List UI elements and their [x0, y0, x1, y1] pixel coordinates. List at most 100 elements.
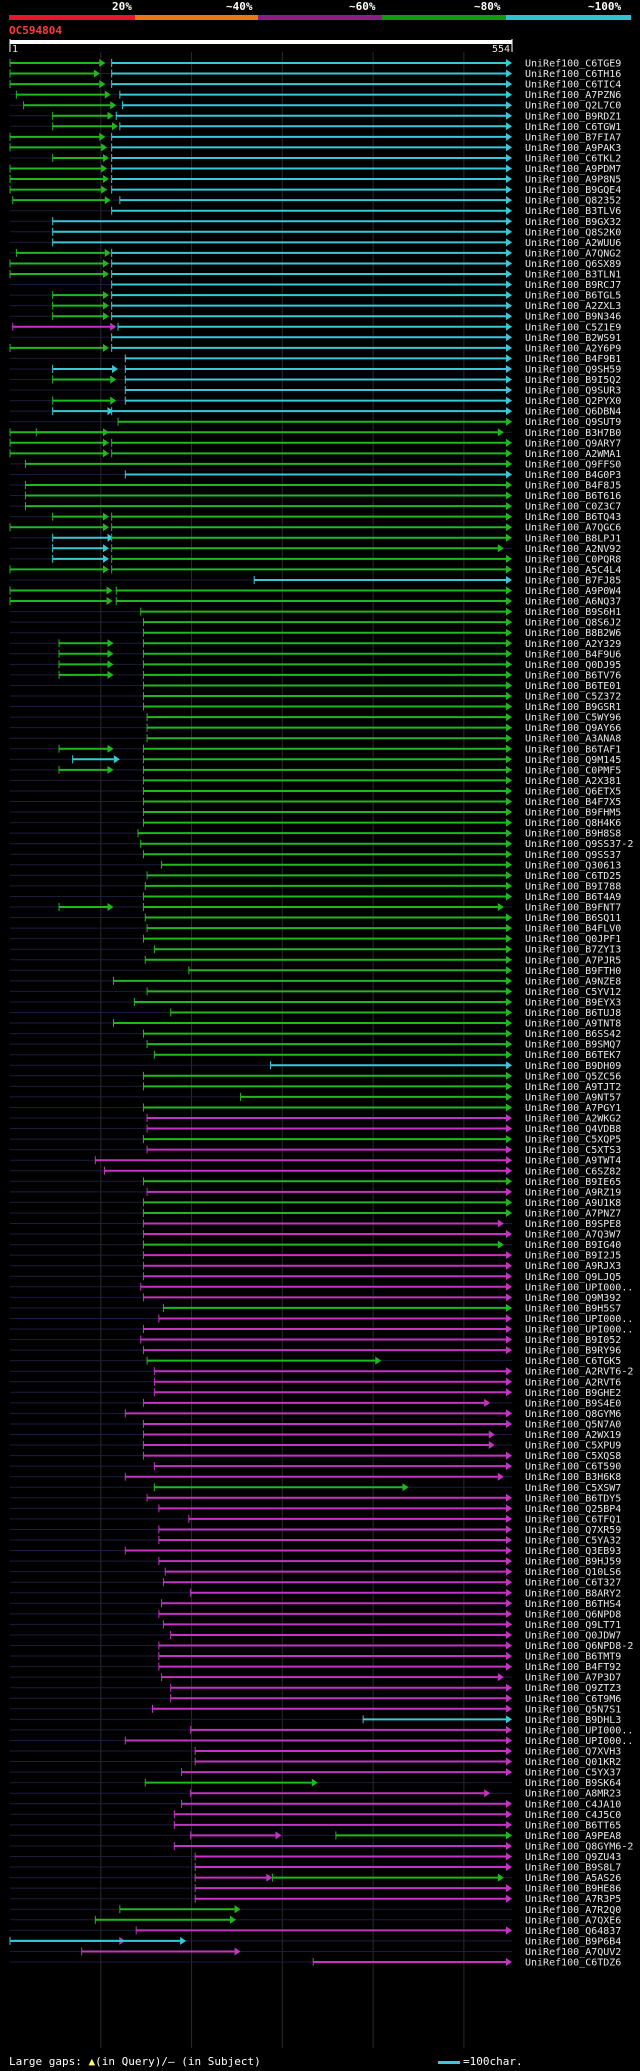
hit-arrow: [506, 1863, 512, 1872]
hit-arrow: [506, 1641, 512, 1650]
hit-pre-arrow: [102, 449, 109, 458]
hit-arrow: [506, 987, 512, 996]
hit-arrow: [506, 59, 512, 67]
hit-label: UniRef100_A8MR23: [525, 1789, 621, 1800]
hit-arrow: [506, 1799, 512, 1808]
hit-label: UniRef100_C0PMF5: [525, 765, 621, 776]
hit-arrow: [506, 1757, 512, 1766]
hit-arrow: [506, 1409, 512, 1418]
hit-label: UniRef100_A2RVT6-2: [525, 1367, 633, 1378]
hit-label: UniRef100_B9FTH0: [525, 966, 621, 977]
hit-label: UniRef100_A9TJT2: [525, 1082, 621, 1093]
hit-arrow: [484, 1789, 491, 1798]
hit-arrow: [506, 586, 512, 595]
hit-arrow: [506, 206, 512, 215]
hit-arrow: [506, 839, 512, 848]
hit-arrow: [506, 217, 512, 226]
hit-arrow: [506, 1335, 512, 1344]
hit-pre-arrow: [110, 396, 117, 405]
hit-arrow: [506, 1261, 512, 1270]
hit-label: UniRef100_Q2L7C0: [525, 101, 621, 112]
hit-label: UniRef100_B6TT65: [525, 1820, 621, 1831]
hit-arrow: [497, 544, 504, 553]
hit-arrow: [506, 1546, 512, 1555]
hit-label: UniRef100_B7ZYI3: [525, 945, 621, 956]
hit-label: UniRef100_B9S8L7: [525, 1863, 621, 1874]
hit-arrow: [506, 364, 512, 373]
hit-label: UniRef100_A9TWT4: [525, 1156, 621, 1167]
hit-label: UniRef100_Q8H4K6: [525, 818, 621, 829]
hit-label: UniRef100_B6TE01: [525, 681, 621, 692]
hit-arrow: [506, 270, 512, 278]
hit-arrow: [506, 924, 512, 933]
hit-label: UniRef100_A2NV92: [525, 544, 621, 555]
hit-pre-arrow: [102, 438, 109, 447]
hit-arrow: [506, 1630, 512, 1639]
hit-arrow: [506, 1884, 512, 1893]
hit-arrow: [506, 333, 512, 342]
hit-label: UniRef100_C5XTS3: [525, 1145, 621, 1156]
hit-label: UniRef100_UPI000..: [525, 1725, 633, 1736]
hit-label: UniRef100_Q6ETX5: [525, 786, 621, 797]
hit-arrow: [506, 1198, 512, 1207]
hit-label: UniRef100_Q9M145: [525, 755, 621, 766]
hit-pre-arrow: [102, 343, 109, 352]
hit-arrow: [506, 1145, 512, 1154]
hit-label: UniRef100_B9P6B4: [525, 1936, 621, 1947]
hit-pre-arrow: [102, 554, 109, 563]
hit-arrow: [402, 1483, 409, 1492]
hit-arrow: [506, 702, 512, 711]
hit-arrow: [506, 681, 512, 690]
hit-arrow: [506, 997, 512, 1006]
hit-label: UniRef100_C5XPU9: [525, 1441, 621, 1452]
scale-bar-icon: [438, 2061, 460, 2064]
hit-arrow: [506, 1694, 512, 1703]
hit-arrow: [506, 1135, 512, 1144]
hit-label: UniRef100_Q01KR2: [525, 1757, 621, 1768]
hit-pre-arrow: [107, 407, 114, 416]
hit-pre-arrow: [101, 164, 108, 173]
hit-label: UniRef100_B9HE86: [525, 1884, 621, 1895]
hit-label: UniRef100_A9TNT8: [525, 1019, 621, 1030]
hit-pre-arrow: [107, 111, 114, 120]
hit-arrow: [506, 69, 512, 78]
hit-pre-arrow: [113, 755, 120, 764]
hit-arrow: [506, 343, 512, 352]
hit-arrow: [506, 1293, 512, 1302]
hit-arrow: [506, 575, 512, 584]
hit-pre-arrow: [101, 185, 108, 194]
hit-pre-arrow: [102, 523, 109, 532]
hit-label: UniRef100_A2WX19: [525, 1430, 621, 1441]
hit-arrow: [506, 734, 512, 743]
hit-label: UniRef100_C6TH16: [525, 69, 621, 80]
hit-label: UniRef100_B9GSR1: [525, 702, 621, 713]
hit-arrow: [506, 1419, 512, 1428]
hit-label: UniRef100_C6TGW1: [525, 122, 621, 133]
footer-legend: Large gaps: ▲(in Query)/– (in Subject) =…: [0, 2052, 640, 2071]
hit-label: UniRef100_B8LPJ1: [525, 533, 621, 544]
hit-label: UniRef100_B9I2J5: [525, 1251, 621, 1262]
hit-pre-arrow: [107, 670, 114, 679]
hit-label: UniRef100_A7PGY1: [525, 1103, 621, 1114]
hit-label: UniRef100_A7QUV2: [525, 1947, 621, 1958]
query-gap-icon: ▲: [88, 2055, 96, 2068]
hit-label: UniRef100_B7FIA7: [525, 132, 621, 143]
hit-arrow: [506, 934, 512, 943]
hit-label: UniRef100_B6SS42: [525, 1029, 621, 1040]
hit-arrow: [506, 1768, 512, 1777]
hit-arrow: [506, 375, 512, 384]
hit-label: UniRef100_B4F9U6: [525, 649, 621, 660]
hit-label: UniRef100_B9IG40: [525, 1240, 621, 1251]
hit-arrow: [506, 1019, 512, 1028]
hit-arrow: [506, 1715, 512, 1724]
hit-arrow: [506, 407, 512, 416]
hit-arrow: [180, 1936, 187, 1945]
hit-arrow: [506, 1029, 512, 1038]
legend-label-40: ~40%: [226, 0, 253, 13]
legend-label-80: ~80%: [474, 0, 501, 13]
hit-label: UniRef100_Q30613: [525, 860, 621, 871]
hit-pre-arrow: [99, 80, 106, 89]
hit-arrow: [506, 1609, 512, 1618]
hit-pre-arrow: [110, 375, 117, 384]
in-subject-label: (in Subject): [181, 2055, 261, 2068]
